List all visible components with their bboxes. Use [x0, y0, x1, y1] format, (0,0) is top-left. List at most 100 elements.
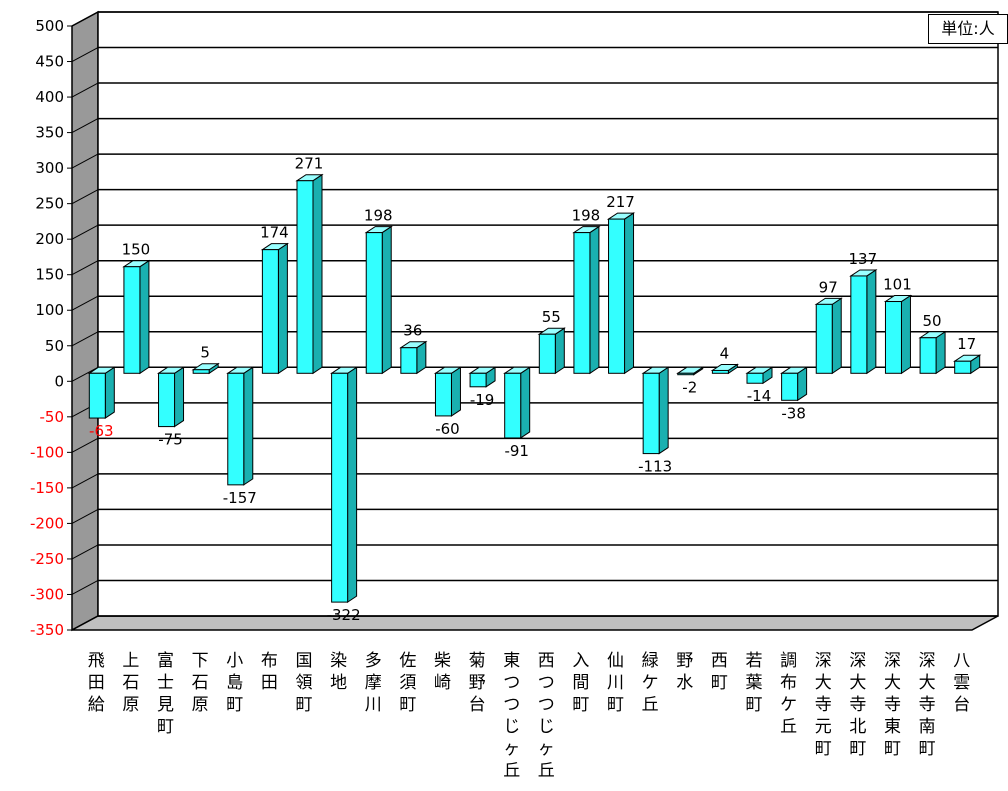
data-label: 36 — [403, 322, 422, 340]
category-label: 富士見町 — [157, 651, 174, 737]
bar — [123, 266, 141, 374]
y-tick-label: -300 — [30, 585, 64, 603]
bar — [261, 249, 279, 374]
y-tick-label: -250 — [30, 550, 64, 568]
category-label: 八雲台 — [953, 651, 970, 715]
y-tick-label: 450 — [35, 53, 64, 71]
y-tick-label: -150 — [30, 479, 64, 497]
bar-side — [381, 225, 392, 375]
side-gridline — [71, 47, 99, 62]
bar — [88, 372, 106, 419]
category-label: 深大寺元町 — [815, 651, 832, 759]
y-tick-label: 200 — [35, 230, 64, 248]
bar-side — [104, 366, 115, 419]
data-label: -63 — [89, 422, 114, 440]
data-label: 137 — [849, 250, 878, 268]
data-label: -38 — [781, 404, 806, 422]
bar-side — [831, 297, 842, 375]
bar — [504, 372, 522, 439]
category-label: 小島町 — [226, 651, 243, 715]
bar-side — [520, 366, 531, 439]
data-label: -113 — [638, 458, 672, 476]
category-label: 佐須町 — [399, 651, 416, 715]
y-tick-label: 50 — [45, 337, 64, 355]
bar — [434, 372, 452, 417]
category-label: 柴崎 — [434, 651, 451, 693]
side-gridline — [71, 11, 99, 27]
y-tick-label: 0 — [54, 372, 64, 390]
data-label: -157 — [223, 489, 257, 507]
side-gridline — [71, 544, 99, 560]
category-label: 染地 — [330, 651, 347, 693]
data-label: 198 — [572, 207, 601, 225]
data-label: -91 — [504, 442, 529, 460]
bar — [365, 232, 383, 374]
bar — [573, 232, 591, 374]
y-tick-label: 250 — [35, 195, 64, 213]
data-label: 217 — [606, 193, 635, 211]
back-wall — [97, 11, 999, 617]
category-label: 西町 — [711, 651, 728, 693]
side-gridline — [71, 118, 99, 134]
data-label: 17 — [957, 335, 976, 353]
category-label: 飛田給 — [88, 651, 105, 715]
bar — [711, 369, 729, 374]
bar — [919, 337, 937, 374]
y-tick-label: 150 — [35, 266, 64, 284]
side-gridline — [71, 473, 99, 489]
y-tick-label: 500 — [35, 17, 64, 35]
bar-side — [935, 330, 946, 375]
data-label: 97 — [819, 278, 838, 296]
category-label: 布田 — [261, 651, 278, 693]
category-label: 東つつじヶ丘 — [503, 651, 520, 781]
data-label: -60 — [435, 420, 460, 438]
data-label: -14 — [747, 387, 772, 405]
bar — [677, 372, 695, 376]
data-label: 5 — [200, 344, 210, 362]
data-label: 4 — [720, 344, 730, 362]
bar — [746, 372, 764, 384]
bar — [781, 372, 799, 401]
bar — [954, 360, 972, 374]
bar — [815, 303, 833, 374]
side-gridline — [71, 615, 99, 631]
unit-label: 単位:人 — [928, 14, 1008, 44]
bar — [158, 372, 176, 428]
y-tick-label: 400 — [35, 88, 64, 106]
bar — [884, 301, 902, 374]
category-label: 多摩川 — [365, 651, 382, 715]
category-label: 深大寺南町 — [919, 651, 936, 759]
side-gridline — [71, 366, 99, 382]
y-tick-label: 300 — [35, 159, 64, 177]
side-gridline — [71, 331, 99, 347]
side-gridline — [71, 260, 99, 276]
category-label: 調布ケ丘 — [780, 651, 797, 737]
y-tick-label: -200 — [30, 514, 64, 532]
bar-side — [866, 269, 877, 375]
side-gridline — [71, 189, 99, 205]
bar — [296, 180, 314, 374]
bar — [400, 347, 418, 374]
side-gridline — [71, 82, 99, 98]
category-label: 西つつじヶ丘 — [538, 651, 555, 781]
y-tick-label: -100 — [30, 443, 64, 461]
bar-side — [658, 366, 669, 455]
data-label: -19 — [470, 391, 495, 409]
side-gridline — [71, 224, 99, 240]
category-label: 深大寺東町 — [884, 651, 901, 759]
category-label: 下石原 — [192, 651, 209, 715]
data-label: -2 — [682, 379, 697, 397]
bar-side — [312, 173, 323, 375]
bar-side — [277, 242, 288, 375]
left-wall — [71, 10, 99, 632]
bar-side — [554, 327, 565, 375]
bar — [469, 372, 487, 388]
side-gridline — [71, 580, 99, 595]
y-tick-label: -350 — [30, 621, 64, 639]
floor — [71, 615, 999, 631]
data-label: 50 — [923, 312, 942, 330]
bar — [192, 369, 210, 374]
side-gridline — [71, 437, 99, 453]
y-tick-label: 100 — [35, 301, 64, 319]
bar — [642, 372, 660, 455]
